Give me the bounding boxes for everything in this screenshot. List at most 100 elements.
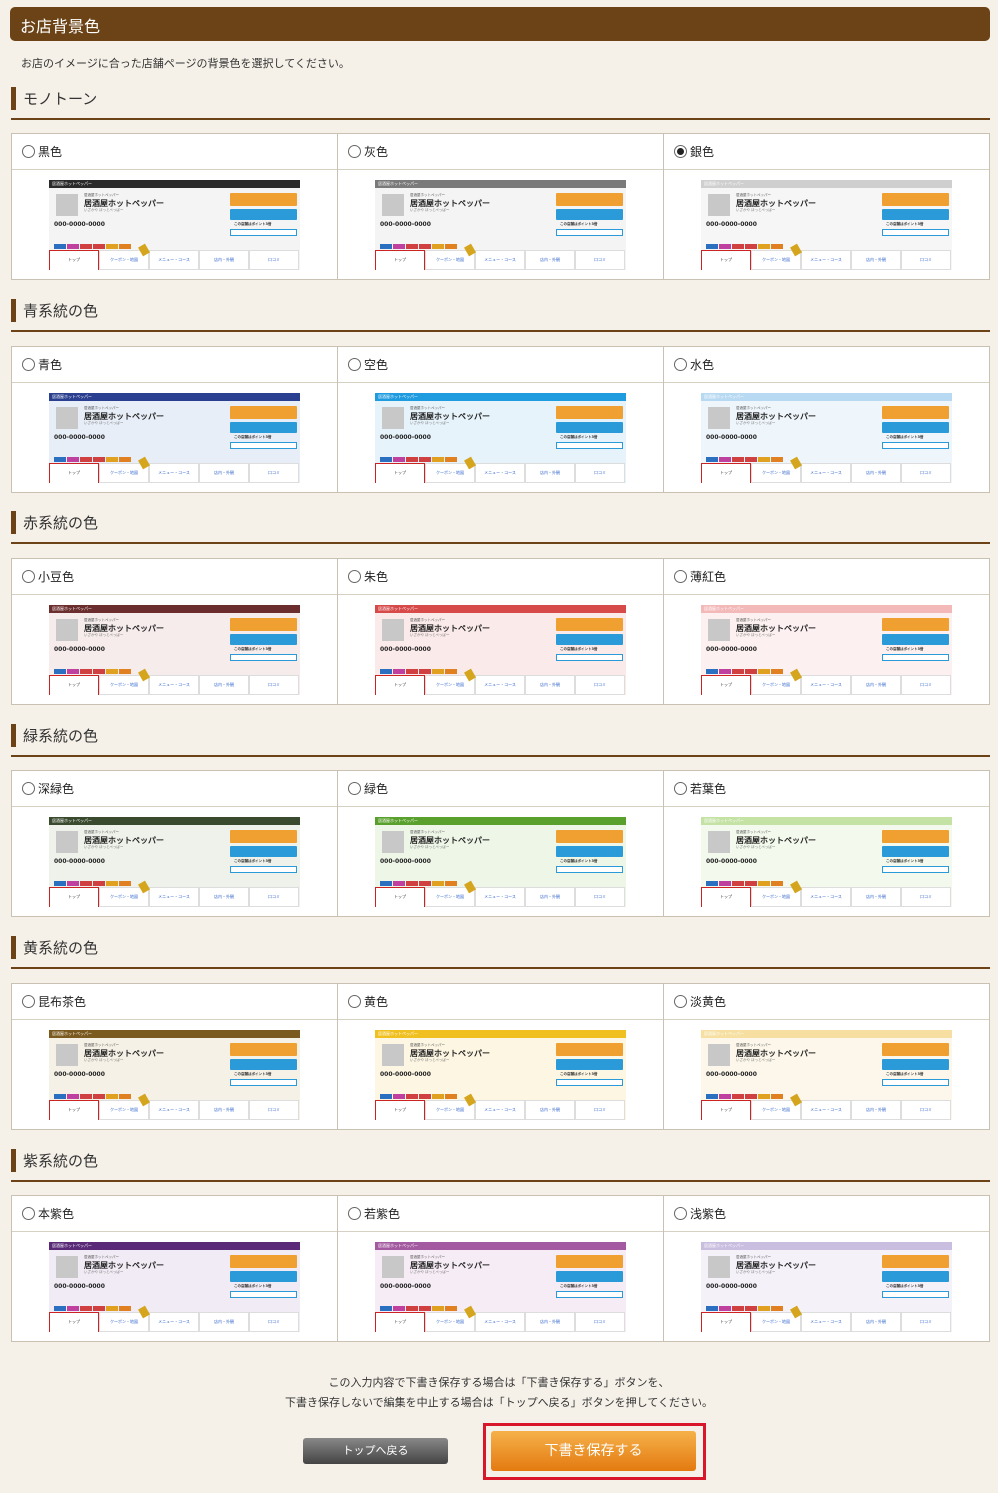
color-option-label-row[interactable]: 薄紅色 xyxy=(664,559,989,595)
color-radio[interactable] xyxy=(22,358,35,371)
preview-tab: クーポン・地図 xyxy=(425,675,475,695)
color-option-label-row[interactable]: 昆布茶色 xyxy=(12,984,337,1020)
preview-tab-label: メニュー・コース xyxy=(810,1319,842,1324)
footer-note-line1: この入力内容で下書き保存する場合は「下書き保存する」ボタンを、 xyxy=(328,1376,670,1389)
color-option-label-row[interactable]: 銀色 xyxy=(664,134,989,170)
preview-small-text: 居酒屋ホットペッパー xyxy=(410,406,445,410)
preview-tab: クーポン・地図 xyxy=(751,675,801,695)
color-option[interactable]: 空色 居酒屋ホットペッパー 居酒屋ホットペッパー 居酒屋ホットペッパー いざかや ほっと… xyxy=(338,347,664,492)
color-option[interactable]: 水色 居酒屋ホットペッパー 居酒屋ホットペッパー 居酒屋ホットペッパー いざかや ほっと… xyxy=(664,347,989,492)
preview-reserve-button xyxy=(556,422,623,433)
color-option-label-row[interactable]: 青色 xyxy=(12,347,337,383)
preview-coupon-button xyxy=(556,193,623,206)
color-option-label-row[interactable]: 水色 xyxy=(664,347,989,383)
color-radio[interactable] xyxy=(674,358,687,371)
preview-reserve-button xyxy=(556,846,623,857)
color-option-label-row[interactable]: 若紫色 xyxy=(338,1196,663,1232)
color-radio[interactable] xyxy=(348,1207,361,1220)
color-option-label-row[interactable]: 空色 xyxy=(338,347,663,383)
save-draft-button[interactable]: 下書き保存する xyxy=(491,1431,696,1471)
preview-coupon-button xyxy=(556,1255,623,1268)
preview-point-text: この店舗はポイント3倍 xyxy=(234,1072,272,1076)
color-option[interactable]: 昆布茶色居酒屋ホットペッパー 居酒屋ホットペッパー 居酒屋ホットペッパー いざかや ほ… xyxy=(12,984,338,1129)
preview-tags xyxy=(54,234,154,249)
color-radio[interactable] xyxy=(348,995,361,1008)
color-option-label-row[interactable]: 緑色 xyxy=(338,771,663,807)
color-option[interactable]: 若葉色 居酒屋ホットペッパー 居酒屋ホットペッパー 居酒屋ホットペッパー いざかや ほっ… xyxy=(664,771,989,916)
color-option[interactable]: 本紫色居酒屋ホットペッパー 居酒屋ホットペッパー 居酒屋ホットペッパー いざかや ほっ… xyxy=(12,1196,338,1341)
preview-shop-name: 居酒屋ホットペッパー xyxy=(736,199,816,208)
preview-tab-label: メニュー・コース xyxy=(484,894,516,899)
preview-tab: メニュー・コース xyxy=(475,887,525,907)
color-radio[interactable] xyxy=(348,782,361,795)
color-radio[interactable] xyxy=(22,570,35,583)
color-option[interactable]: 青色 居酒屋ホットペッパー 居酒屋ホットペッパー 居酒屋ホットペッパー いざかや ほっと… xyxy=(12,347,338,492)
color-preview: 居酒屋ホットペッパー 居酒屋ホットペッパー 居酒屋ホットペッパー いざかや ほっとぺっ… xyxy=(49,817,300,907)
preview-tab-label: 口コミ xyxy=(594,682,606,687)
section-title: 黄系統の色 xyxy=(11,936,990,969)
preview-coupon-button xyxy=(556,830,623,843)
color-option-label-row[interactable]: 灰色 xyxy=(338,134,663,170)
preview-sub-text: いざかや ほっとぺっぱー xyxy=(736,208,776,212)
color-option[interactable]: 灰色 居酒屋ホットペッパー 居酒屋ホットペッパー 居酒屋ホットペッパー いざかや ほっと… xyxy=(338,134,664,279)
color-radio[interactable] xyxy=(674,1207,687,1220)
color-preview: 居酒屋ホットペッパー 居酒屋ホットペッパー 居酒屋ホットペッパー いざかや ほっとぺっ… xyxy=(49,1242,300,1332)
color-option[interactable]: 浅紫色 居酒屋ホットペッパー 居酒屋ホットペッパー 居酒屋ホットペッパー いざかや ほっ… xyxy=(664,1196,989,1341)
color-radio[interactable] xyxy=(348,145,361,158)
preview-tab-label: 店内・外観 xyxy=(866,894,886,899)
color-option[interactable]: 小豆色 居酒屋ホットペッパー 居酒屋ホットペッパー 居酒屋ホットペッパー いざかや ほっ… xyxy=(12,559,338,704)
color-option[interactable]: 深緑色居酒屋ホットペッパー 居酒屋ホットペッパー 居酒屋ホットペッパー いざかや ほっ… xyxy=(12,771,338,916)
preview-tel: 000-0000-0000 xyxy=(54,1071,105,1078)
back-to-top-button[interactable]: トップへ戻る xyxy=(303,1438,448,1464)
preview-tab-label: メニュー・コース xyxy=(484,470,516,475)
preview-tab: トップ xyxy=(701,463,751,483)
color-radio[interactable] xyxy=(22,1207,35,1220)
preview-tab: メニュー・コース xyxy=(149,463,199,483)
color-option-label-row[interactable]: 若葉色 xyxy=(664,771,989,807)
color-option[interactable]: 緑色 居酒屋ホットペッパー 居酒屋ホットペッパー 居酒屋ホットペッパー いざかや ほっと… xyxy=(338,771,664,916)
color-option[interactable]: 若紫色 居酒屋ホットペッパー 居酒屋ホットペッパー 居酒屋ホットペッパー いざかや ほっ… xyxy=(338,1196,664,1341)
preview-tabs: トップ クーポン・地図 メニュー・コース 店内・外観 口コミ xyxy=(49,463,300,483)
color-radio[interactable] xyxy=(22,145,35,158)
color-radio[interactable] xyxy=(348,358,361,371)
preview-tel: 000-0000-0000 xyxy=(380,858,431,865)
preview-tabs: トップ クーポン・地図 メニュー・コース 店内・外観 口コミ xyxy=(701,887,952,907)
color-option-label-row[interactable]: 黄色 xyxy=(338,984,663,1020)
color-option-label-row[interactable]: 朱色 xyxy=(338,559,663,595)
color-option-label-row[interactable]: 浅紫色 xyxy=(664,1196,989,1232)
preview-tab-label: 口コミ xyxy=(268,1319,280,1324)
color-option[interactable]: 薄紅色 居酒屋ホットペッパー 居酒屋ホットペッパー 居酒屋ホットペッパー いざかや ほっ… xyxy=(664,559,989,704)
color-radio[interactable] xyxy=(674,145,687,158)
color-option[interactable]: 黄色 居酒屋ホットペッパー 居酒屋ホットペッパー 居酒屋ホットペッパー いざかや ほっと… xyxy=(338,984,664,1129)
preview-tab-label: メニュー・コース xyxy=(158,1107,190,1112)
color-option[interactable]: 黒色 居酒屋ホットペッパー 居酒屋ホットペッパー 居酒屋ホットペッパー いざかや ほっと… xyxy=(12,134,338,279)
preview-tab: メニュー・コース xyxy=(149,1100,199,1120)
color-option[interactable]: 銀色 居酒屋ホットペッパー 居酒屋ホットペッパー 居酒屋ホットペッパー いざかや ほっと… xyxy=(664,134,989,279)
section-title: 青系統の色 xyxy=(11,299,990,332)
color-radio[interactable] xyxy=(674,570,687,583)
color-option-label-row[interactable]: 黒色 xyxy=(12,134,337,170)
color-radio[interactable] xyxy=(22,995,35,1008)
preview-tab: 店内・外観 xyxy=(851,887,901,907)
preview-tab: 店内・外観 xyxy=(525,463,575,483)
color-radio[interactable] xyxy=(22,782,35,795)
preview-tel: 000-0000-0000 xyxy=(706,1071,757,1078)
preview-small-text: 居酒屋ホットペッパー xyxy=(736,406,771,410)
color-option[interactable]: 朱色 居酒屋ホットペッパー 居酒屋ホットペッパー 居酒屋ホットペッパー いざかや ほっと… xyxy=(338,559,664,704)
preview-tabs: トップ クーポン・地図 メニュー・コース 店内・外観 口コミ xyxy=(701,463,952,483)
color-radio[interactable] xyxy=(674,995,687,1008)
color-option[interactable]: 淡黄色 居酒屋ホットペッパー 居酒屋ホットペッパー 居酒屋ホットペッパー いざかや ほっ… xyxy=(664,984,989,1129)
preview-tab-label: メニュー・コース xyxy=(810,257,842,262)
section-title-text: 黄系統の色 xyxy=(23,939,99,957)
preview-tabs: トップ クーポン・地図 メニュー・コース 店内・外観 口コミ xyxy=(49,1312,300,1332)
preview-tags xyxy=(54,1084,154,1099)
color-radio[interactable] xyxy=(348,570,361,583)
color-radio[interactable] xyxy=(674,782,687,795)
preview-tab-label: トップ xyxy=(394,894,406,899)
color-option-label-row[interactable]: 深緑色 xyxy=(12,771,337,807)
color-option-label-row[interactable]: 淡黄色 xyxy=(664,984,989,1020)
color-option-label-row[interactable]: 小豆色 xyxy=(12,559,337,595)
preview-body: 居酒屋ホットペッパー 居酒屋ホットペッパー いざかや ほっとぺっぱー 000-0000… xyxy=(49,825,300,886)
color-preview: 居酒屋ホットペッパー 居酒屋ホットペッパー 居酒屋ホットペッパー いざかや ほっとぺっ… xyxy=(49,1030,300,1120)
color-option-label-row[interactable]: 本紫色 xyxy=(12,1196,337,1232)
